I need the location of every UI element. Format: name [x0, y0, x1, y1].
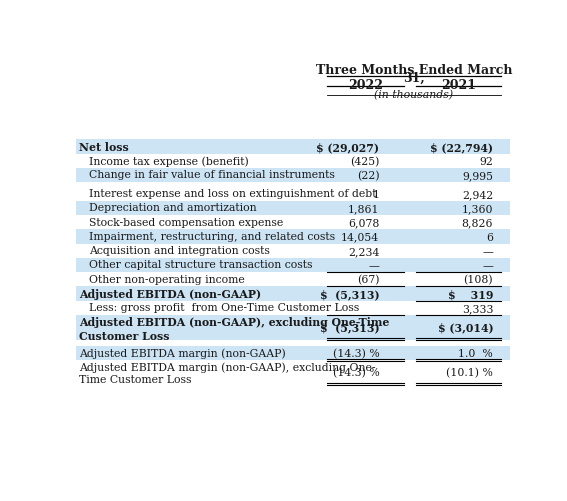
Bar — [75, 259, 510, 273]
Text: $ (29,027): $ (29,027) — [316, 142, 379, 153]
Text: 2021: 2021 — [441, 79, 476, 92]
Text: 2022: 2022 — [348, 79, 383, 92]
Text: (425): (425) — [350, 156, 379, 166]
Text: 1,861: 1,861 — [348, 203, 379, 213]
Text: 1: 1 — [373, 189, 379, 199]
Text: Other capital structure transaction costs: Other capital structure transaction cost… — [90, 260, 313, 270]
Text: 2,234: 2,234 — [348, 246, 379, 257]
Text: 9,995: 9,995 — [462, 171, 493, 180]
Text: $  (5,313): $ (5,313) — [320, 322, 379, 333]
Text: $    319: $ 319 — [448, 289, 493, 300]
Text: 3,333: 3,333 — [462, 303, 493, 313]
Text: 1.0  %: 1.0 % — [459, 348, 493, 358]
Text: 31,: 31, — [403, 72, 425, 85]
Text: Income tax expense (benefit): Income tax expense (benefit) — [90, 156, 249, 166]
Text: Stock-based compensation expense: Stock-based compensation expense — [90, 217, 284, 227]
Text: (14.3) %: (14.3) % — [333, 367, 379, 378]
Text: —: — — [483, 261, 493, 271]
Text: Change in fair value of financial instruments: Change in fair value of financial instru… — [90, 170, 335, 180]
Text: Acquisition and integration costs: Acquisition and integration costs — [90, 245, 270, 256]
Text: Depreciation and amortization: Depreciation and amortization — [90, 203, 257, 213]
Bar — [75, 346, 510, 360]
Text: 92: 92 — [479, 156, 493, 166]
Text: Impairment, restructuring, and related costs: Impairment, restructuring, and related c… — [90, 231, 336, 241]
Text: 6: 6 — [486, 232, 493, 242]
Text: $ (3,014): $ (3,014) — [438, 322, 493, 333]
Bar — [75, 201, 510, 216]
Bar — [75, 315, 510, 340]
Text: (in thousands): (in thousands) — [374, 89, 454, 100]
Text: —: — — [483, 246, 493, 257]
Bar — [75, 287, 510, 301]
Bar — [75, 168, 510, 183]
Text: 8,826: 8,826 — [462, 218, 493, 228]
Text: Adjusted EBITDA (non-GAAP), excluding One-Time
Customer Loss: Adjusted EBITDA (non-GAAP), excluding On… — [79, 317, 389, 342]
Text: Interest expense and loss on extinguishment of debt: Interest expense and loss on extinguishm… — [90, 189, 377, 199]
Text: —: — — [369, 261, 379, 271]
Text: Three Months Ended March: Three Months Ended March — [316, 64, 512, 77]
Text: 6,078: 6,078 — [348, 218, 379, 228]
Text: Adjusted EBITDA margin (non-GAAP): Adjusted EBITDA margin (non-GAAP) — [79, 348, 285, 358]
Text: Adjusted EBITDA margin (non-GAAP), excluding One-
Time Customer Loss: Adjusted EBITDA margin (non-GAAP), exclu… — [79, 362, 375, 385]
Text: (10.1) %: (10.1) % — [446, 367, 493, 378]
Text: Net loss: Net loss — [79, 142, 128, 153]
Text: (22): (22) — [357, 170, 379, 181]
Text: 14,054: 14,054 — [341, 232, 379, 242]
Text: 1,360: 1,360 — [462, 203, 493, 213]
Bar — [75, 140, 510, 154]
Text: (108): (108) — [464, 275, 493, 285]
Text: Less: gross profit  from One-Time Customer Loss: Less: gross profit from One-Time Custome… — [90, 303, 359, 313]
Text: (67): (67) — [357, 275, 379, 285]
Text: Other non-operating income: Other non-operating income — [90, 274, 245, 284]
Text: $  (5,313): $ (5,313) — [320, 289, 379, 300]
Text: 2,942: 2,942 — [462, 189, 493, 199]
Bar — [75, 230, 510, 244]
Text: Adjusted EBITDA (non-GAAP): Adjusted EBITDA (non-GAAP) — [79, 289, 261, 299]
Text: (14.3) %: (14.3) % — [333, 348, 379, 358]
Text: $ (22,794): $ (22,794) — [430, 142, 493, 153]
